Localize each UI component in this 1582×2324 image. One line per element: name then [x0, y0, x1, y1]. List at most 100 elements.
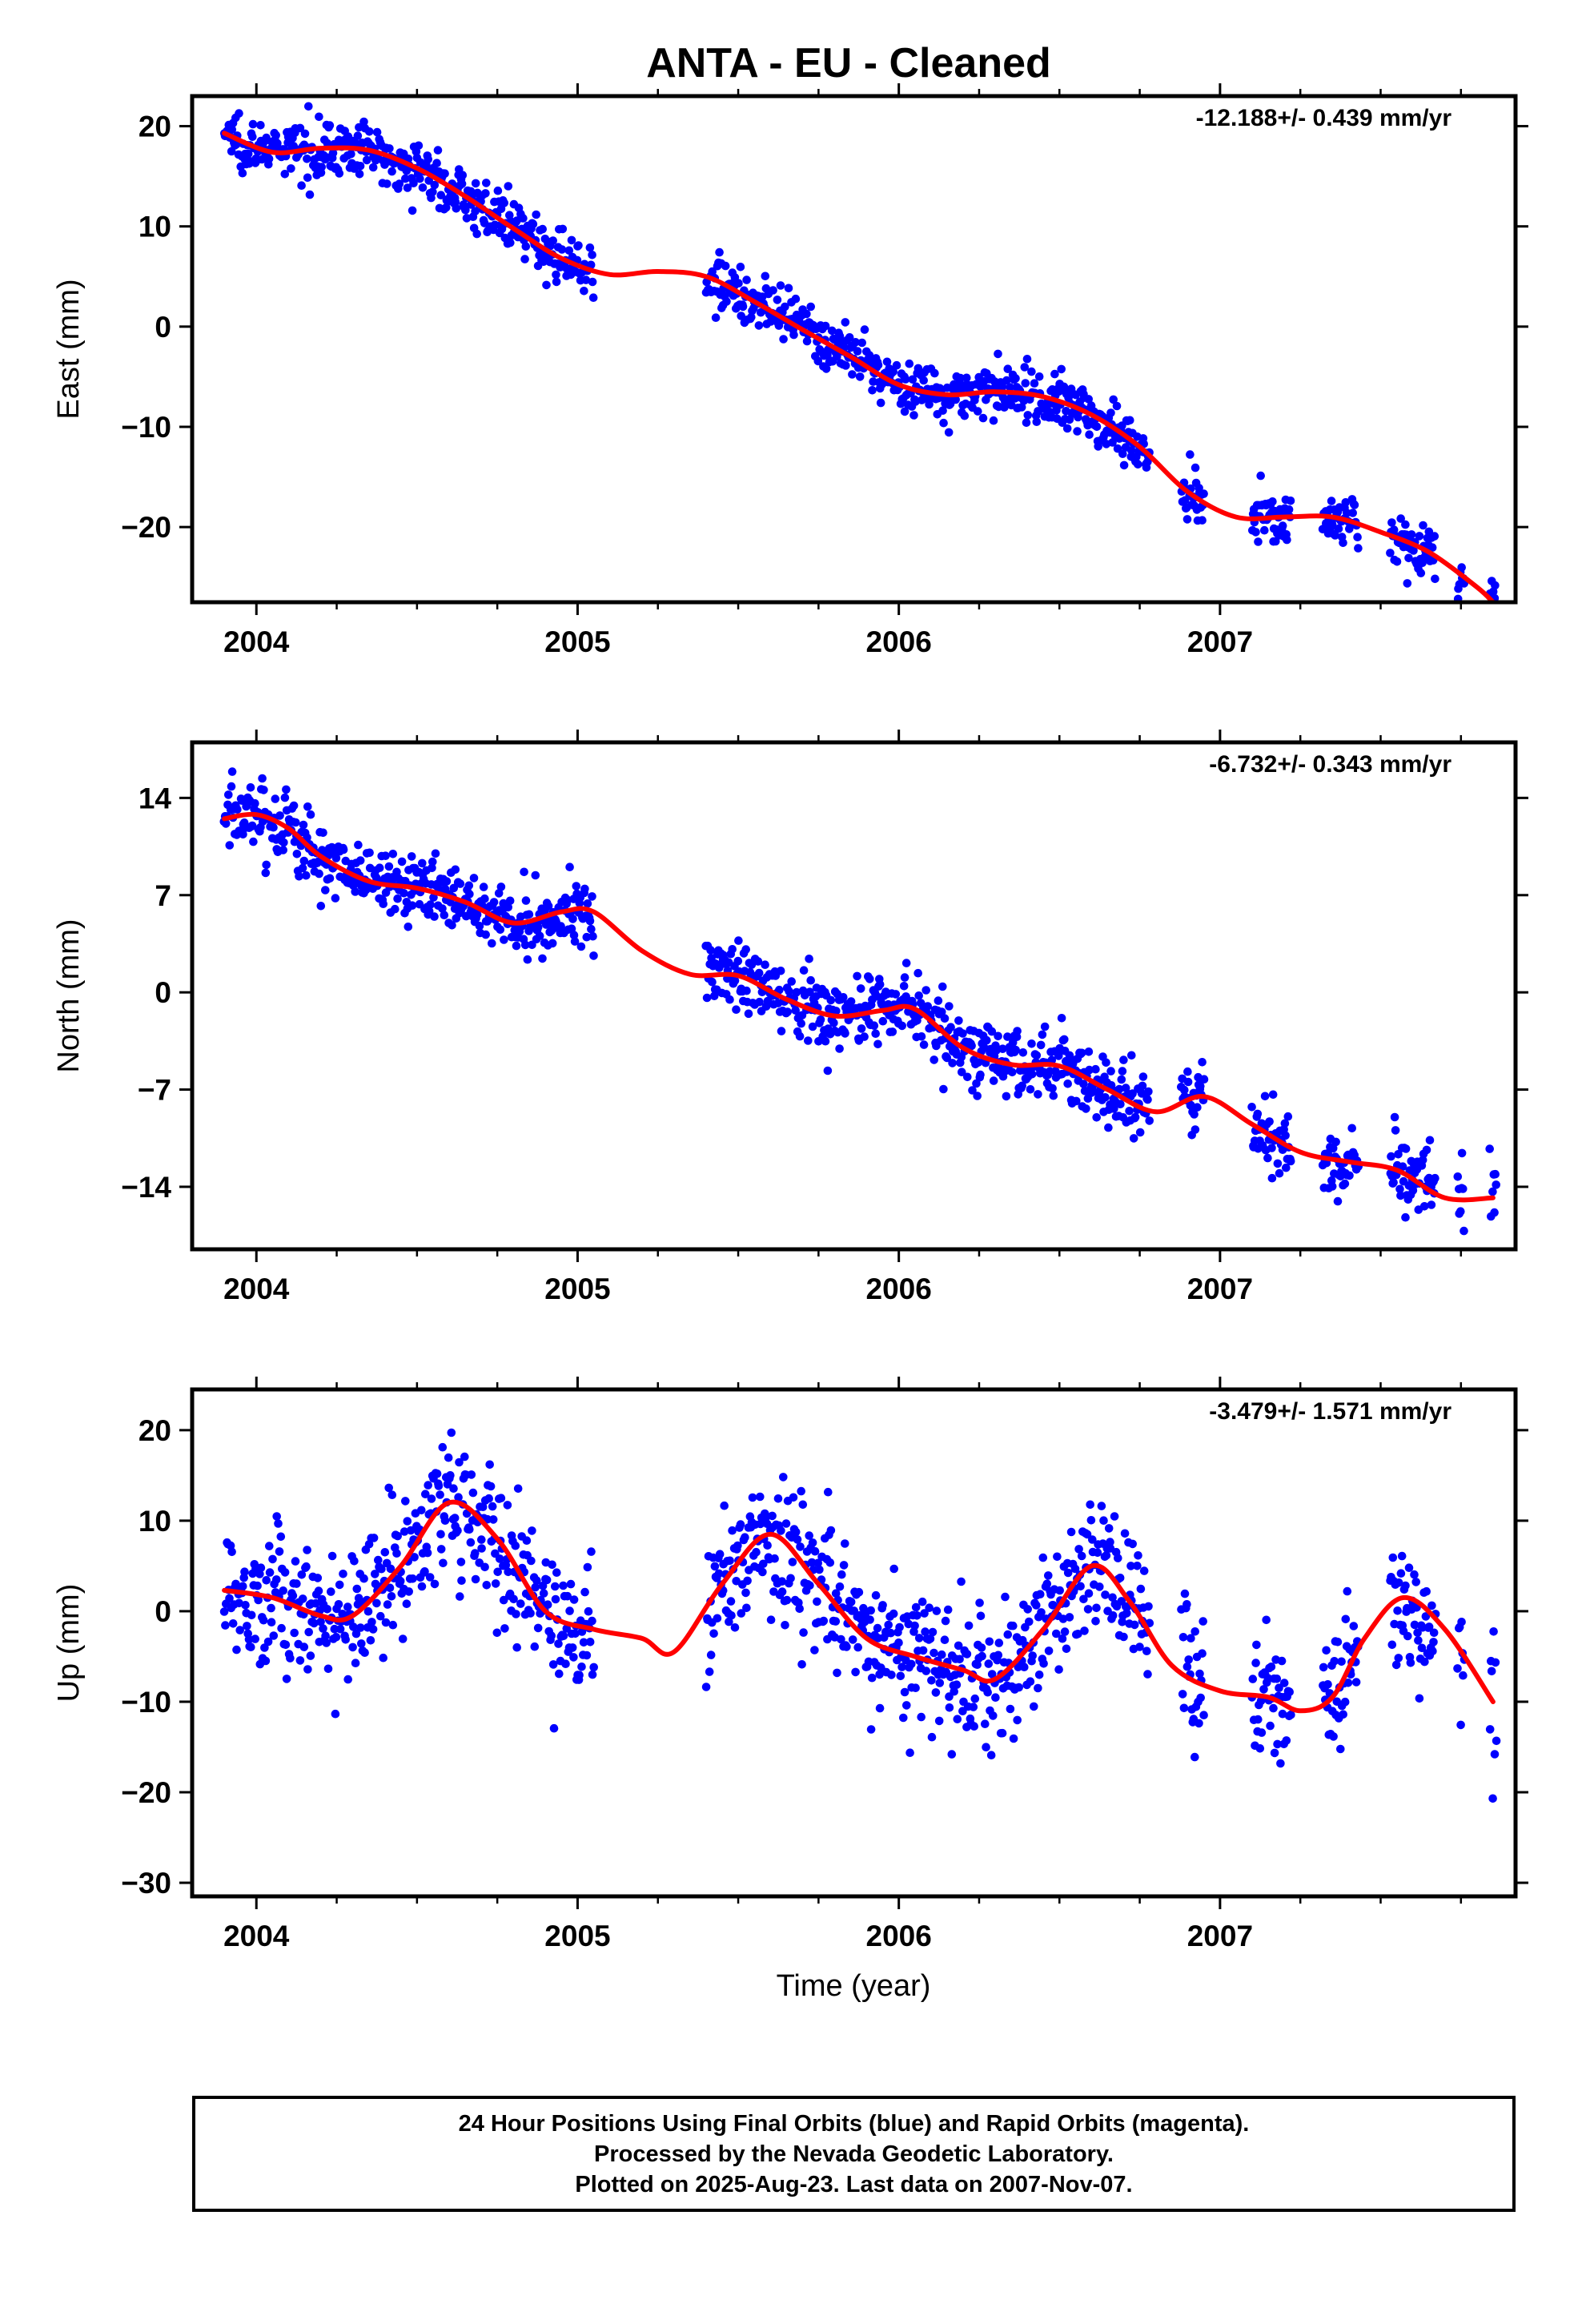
data-point [368, 163, 378, 172]
data-point [987, 1027, 997, 1036]
data-point [1398, 1162, 1407, 1171]
data-point [714, 1569, 724, 1578]
data-point [896, 1671, 905, 1681]
data-point [726, 1597, 736, 1606]
data-point [264, 154, 274, 163]
data-point [524, 910, 534, 919]
data-point [504, 903, 512, 912]
data-point [1341, 498, 1351, 507]
data-point [291, 818, 300, 827]
data-point [1030, 1702, 1038, 1711]
data-point [363, 1606, 373, 1616]
data-point [1116, 1100, 1125, 1108]
data-point [805, 987, 814, 996]
data-point [920, 1609, 929, 1618]
data-point [1427, 543, 1437, 552]
data-point [934, 996, 943, 1005]
data-point [401, 174, 410, 183]
data-point [819, 1616, 829, 1626]
data-point [742, 986, 751, 995]
data-point [583, 899, 592, 908]
data-point [833, 352, 841, 361]
data-point [403, 183, 412, 192]
data-point [1135, 1128, 1145, 1137]
data-point [282, 1675, 291, 1683]
data-point [376, 1611, 385, 1621]
data-point [730, 1623, 740, 1632]
data-point [549, 1723, 559, 1733]
data-point [1428, 1647, 1437, 1655]
data-point [1327, 520, 1337, 529]
data-point [396, 1577, 405, 1586]
data-point [298, 1594, 307, 1603]
data-point [366, 1636, 375, 1645]
data-point [853, 1642, 862, 1652]
data-point [563, 1591, 572, 1601]
data-point [404, 1587, 413, 1596]
data-point [958, 1029, 967, 1038]
data-point [917, 1712, 926, 1722]
data-point [451, 865, 460, 875]
data-point [504, 1567, 512, 1577]
data-point [899, 982, 909, 991]
footer-line-1: 24 Hour Positions Using Final Orbits (bl… [458, 2110, 1250, 2137]
data-point [1036, 1040, 1046, 1050]
data-point [1021, 379, 1030, 388]
data-point [1491, 581, 1500, 590]
data-point [1032, 1051, 1042, 1060]
data-point [355, 162, 365, 171]
data-point [567, 924, 576, 933]
data-point [407, 852, 416, 861]
data-point [302, 870, 311, 880]
data-point [797, 1486, 805, 1496]
data-point [1254, 1715, 1263, 1724]
data-point [351, 887, 360, 896]
data-point [520, 940, 530, 950]
data-point [737, 312, 745, 320]
data-point [962, 373, 971, 383]
data-point [1416, 569, 1426, 577]
data-point [939, 418, 948, 428]
data-point [1118, 449, 1127, 458]
data-point [841, 1539, 849, 1548]
data-point [777, 1587, 787, 1596]
data-point [379, 899, 388, 908]
data-point [247, 1610, 256, 1620]
data-point [388, 1620, 398, 1630]
data-point [848, 1635, 857, 1644]
data-point [865, 975, 874, 983]
data-point [831, 1617, 841, 1626]
data-point [1006, 383, 1014, 392]
data-point [335, 1580, 344, 1590]
data-point [1110, 1104, 1118, 1113]
data-point [287, 164, 295, 173]
data-point [1084, 1047, 1094, 1056]
data-point [1180, 1589, 1190, 1598]
x-tick-label: 2006 [866, 625, 932, 658]
data-point [851, 1667, 860, 1677]
data-point [343, 1675, 353, 1684]
data-point [400, 889, 408, 898]
data-point [291, 1557, 300, 1566]
data-point [1092, 1113, 1101, 1122]
data-point [873, 360, 883, 370]
data-point [227, 782, 236, 791]
data-point [798, 1500, 808, 1510]
data-point [417, 1506, 426, 1515]
data-point [1040, 1022, 1050, 1031]
data-point [528, 219, 538, 229]
data-point [976, 1070, 985, 1080]
data-point [552, 277, 561, 287]
data-point [331, 894, 340, 903]
data-point [911, 1683, 920, 1692]
data-point [875, 1670, 884, 1679]
data-point [1424, 1622, 1434, 1631]
data-point [431, 849, 440, 858]
data-point [1092, 1603, 1101, 1613]
data-point [480, 894, 489, 903]
data-point [1119, 1632, 1128, 1642]
data-point [258, 774, 267, 783]
data-point [839, 1561, 849, 1570]
data-point [938, 1650, 946, 1659]
data-point [512, 941, 521, 951]
